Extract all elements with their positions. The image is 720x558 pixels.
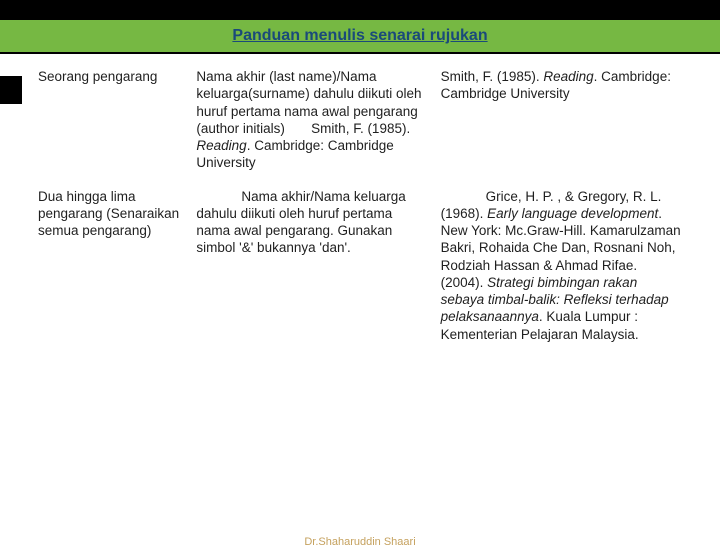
text: Nama akhir (last name)/Nama keluarga(sur… — [196, 69, 421, 136]
text: Nama akhir/Nama keluarga dahulu diikuti … — [196, 189, 405, 256]
text-italic: Reading — [543, 69, 593, 84]
black-stub — [0, 76, 22, 104]
cell-rule: Seorang pengarang — [30, 60, 188, 180]
text: Smith, F. (1985). — [441, 69, 544, 84]
title-text: Panduan menulis senarai rujukan — [232, 27, 487, 45]
title-bar: Panduan menulis senarai rujukan — [0, 18, 720, 54]
slide: Panduan menulis senarai rujukan Seorang … — [0, 18, 720, 558]
cell-example: Smith, F. (1985). Reading. Cambridge: Ca… — [433, 60, 690, 180]
table-row: Dua hingga lima pengarang (Senaraikan se… — [30, 180, 690, 351]
cell-desc: Nama akhir (last name)/Nama keluarga(sur… — [188, 60, 432, 180]
cell-rule: Dua hingga lima pengarang (Senaraikan se… — [30, 180, 188, 351]
text-italic: Early language development — [487, 206, 658, 221]
reference-table: Seorang pengarang Nama akhir (last name)… — [30, 60, 690, 351]
text-italic: Reading — [196, 138, 246, 153]
cell-desc: Nama akhir/Nama keluarga dahulu diikuti … — [188, 180, 432, 351]
table-container: Seorang pengarang Nama akhir (last name)… — [0, 54, 720, 351]
cell-example: Grice, H. P. , & Gregory, R. L. (1968). … — [433, 180, 690, 351]
footer-text: Dr.Shaharuddin Shaari — [0, 536, 720, 548]
table-row: Seorang pengarang Nama akhir (last name)… — [30, 60, 690, 180]
